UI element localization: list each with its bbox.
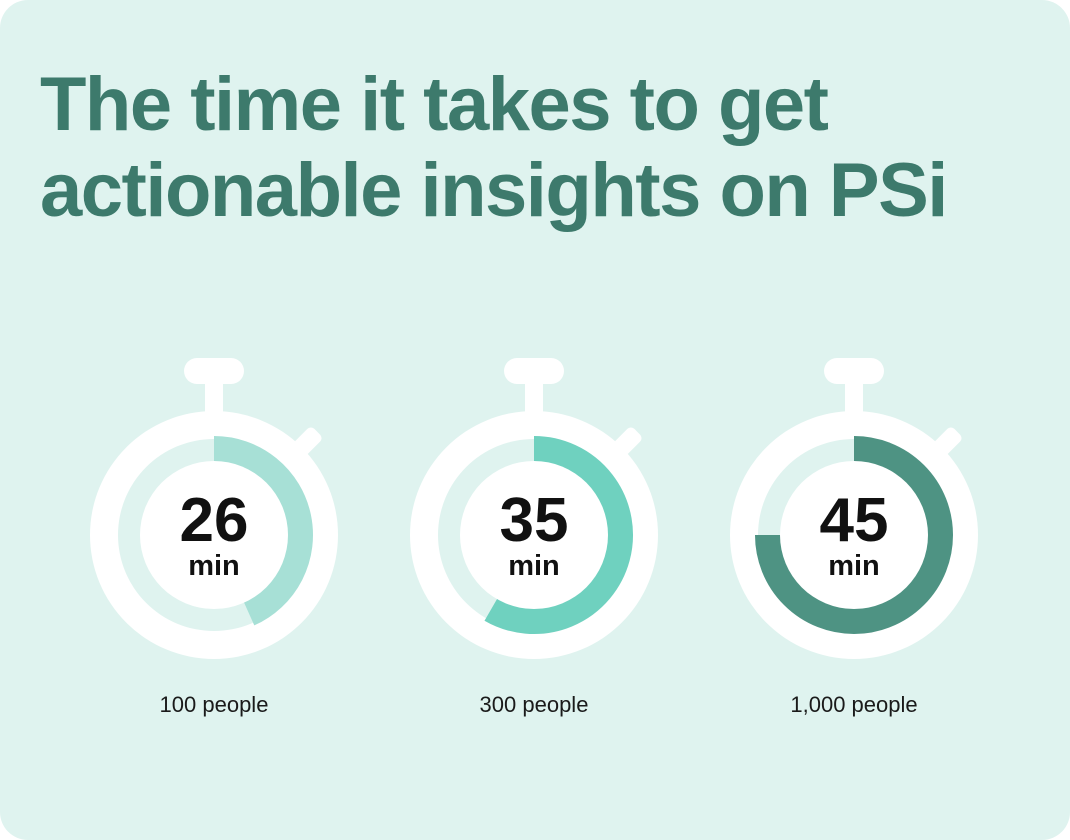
stopwatch-center	[140, 461, 288, 609]
chart-title-line-2: actionable insights on PSi	[40, 148, 948, 233]
progress-arc	[755, 436, 953, 634]
data-label-unit: min	[508, 550, 560, 582]
stopwatch-crown-icon	[824, 358, 884, 384]
data-label-unit: min	[188, 550, 240, 582]
data-label-value: 35	[500, 486, 569, 555]
stopwatch-stem	[525, 375, 543, 415]
data-label-unit: min	[828, 550, 880, 582]
progress-arc	[484, 436, 633, 634]
data-label-value: 26	[180, 486, 249, 555]
stopwatch-center	[460, 461, 608, 609]
stopwatch-center	[780, 461, 928, 609]
category-label: 300 people	[480, 692, 589, 717]
category-label: 100 people	[160, 692, 269, 717]
category-label: 1,000 people	[790, 692, 917, 717]
data-label-value: 45	[820, 486, 889, 555]
chart-title: The time it takes to get actionable insi…	[40, 62, 1040, 234]
stopwatch-crown-icon	[504, 358, 564, 384]
stopwatch-crown-icon	[184, 358, 244, 384]
progress-arc	[213, 436, 313, 626]
stopwatch-stem	[205, 375, 223, 415]
stopwatch-stem	[845, 375, 863, 415]
chart-title-line-1: The time it takes to get	[40, 62, 829, 147]
